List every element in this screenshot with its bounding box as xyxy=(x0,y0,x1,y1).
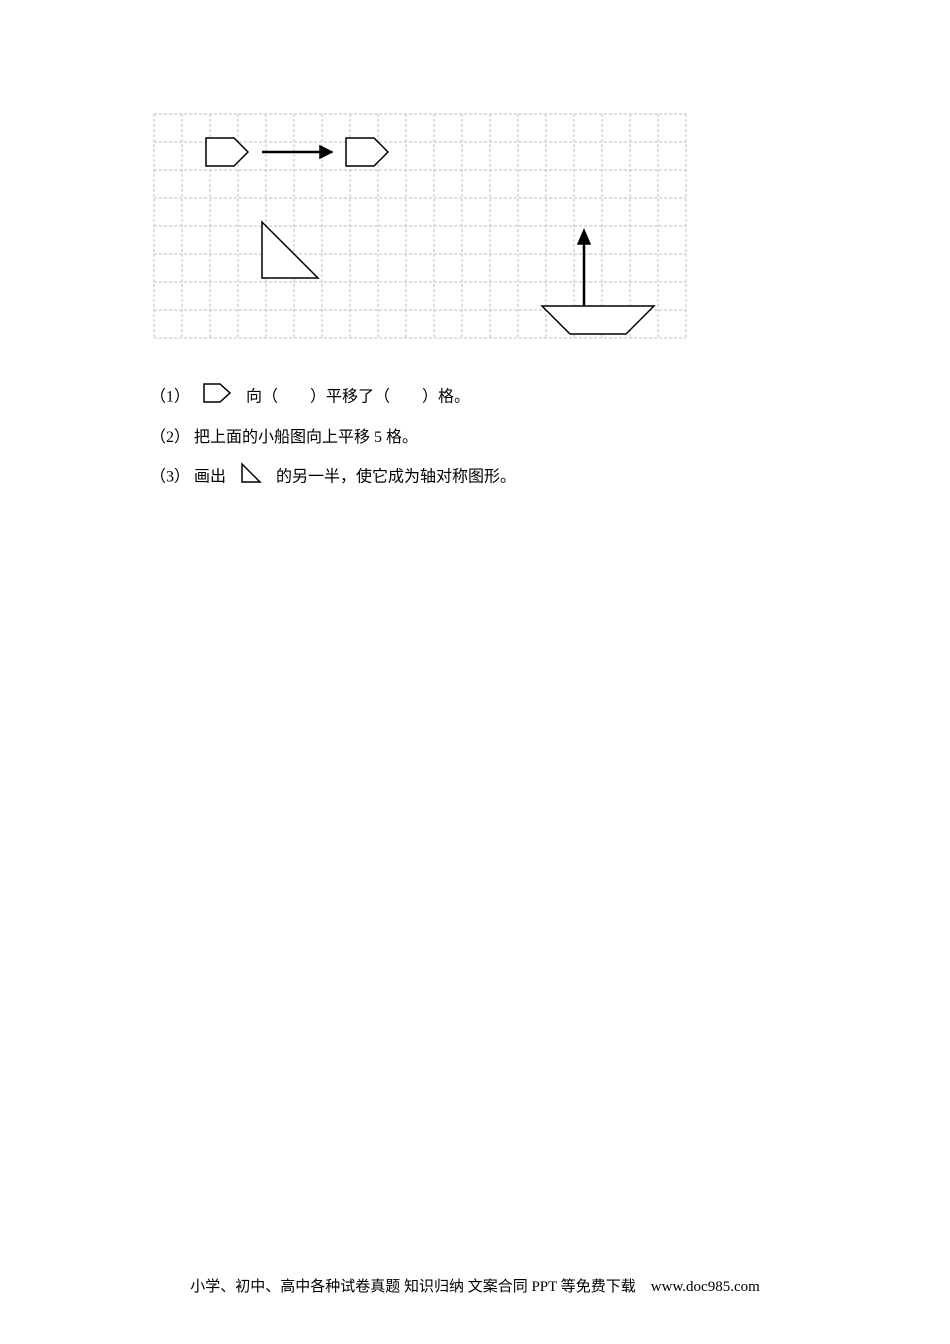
q1-t3: ）格。 xyxy=(422,389,470,406)
q1-t1: 向（ xyxy=(246,389,278,406)
question-3: （3） 画出 的另一半，使它成为轴对称图形。 xyxy=(150,460,800,496)
q3-t2: 的另一半，使它成为轴对称图形。 xyxy=(276,469,516,486)
triangle-icon xyxy=(236,460,266,496)
q2-text: 把上面的小船图向上平移 5 格。 xyxy=(194,429,418,446)
q1-t2: ）平移了（ xyxy=(310,389,390,406)
page-footer: 小学、初中、高中各种试卷真题 知识归纳 文案合同 PPT 等免费下载 www.d… xyxy=(0,1275,950,1296)
q3-num: （3） xyxy=(150,469,190,486)
question-2: （2） 把上面的小船图向上平移 5 格。 xyxy=(150,424,800,452)
page-content: （1） 向（ ）平移了（ ）格。 （2） 把上面的小船图向上平移 5 格。 （3… xyxy=(0,0,950,496)
pentagon-icon xyxy=(200,380,236,416)
q2-num: （2） xyxy=(150,429,190,446)
question-1: （1） 向（ ）平移了（ ）格。 xyxy=(150,380,800,416)
footer-text: 小学、初中、高中各种试卷真题 知识归纳 文案合同 PPT 等免费下载 www.d… xyxy=(190,1279,760,1295)
q1-num: （1） xyxy=(150,389,190,406)
grid-diagram xyxy=(150,110,800,345)
grid-svg xyxy=(150,110,690,340)
q3-t1: 画出 xyxy=(194,469,226,486)
